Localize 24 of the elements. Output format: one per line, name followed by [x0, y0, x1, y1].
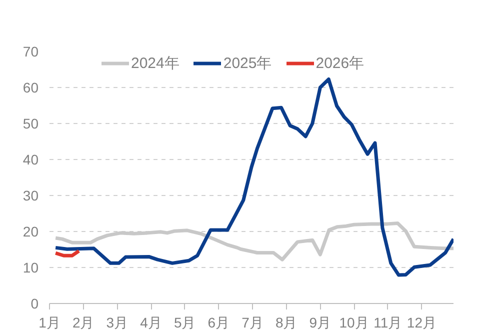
x-tick-label: 1月: [38, 314, 60, 330]
y-tick-label: 50: [22, 116, 39, 132]
y-tick-label: 30: [22, 188, 39, 204]
x-tick-label: 5月: [174, 314, 196, 330]
x-tick-label: 2月: [72, 314, 94, 330]
legend-label: 2025年: [223, 54, 272, 72]
legend-label: 2026年: [316, 54, 364, 72]
x-tick-label: 6月: [208, 314, 230, 330]
x-tick-label: 9月: [309, 314, 332, 330]
x-tick-label: 12月: [406, 314, 436, 330]
x-tick-label: 11月: [374, 314, 402, 330]
y-tick-label: 70: [22, 44, 39, 60]
y-tick-label: 10: [22, 260, 39, 276]
y-tick-label: 0: [30, 296, 39, 312]
x-tick-label: 10月: [339, 314, 369, 330]
line-series: [54, 77, 454, 277]
x-tick-label: 7月: [242, 314, 264, 330]
x-tick-label: 4月: [140, 314, 162, 330]
x-tick-label: 8月: [275, 314, 298, 330]
y-tick-label: 60: [22, 80, 39, 96]
legend-label: 2024年: [131, 54, 180, 72]
y-tick-label: 40: [22, 152, 39, 168]
x-tick-label: 3月: [106, 314, 128, 330]
y-tick-label: 20: [22, 224, 39, 240]
